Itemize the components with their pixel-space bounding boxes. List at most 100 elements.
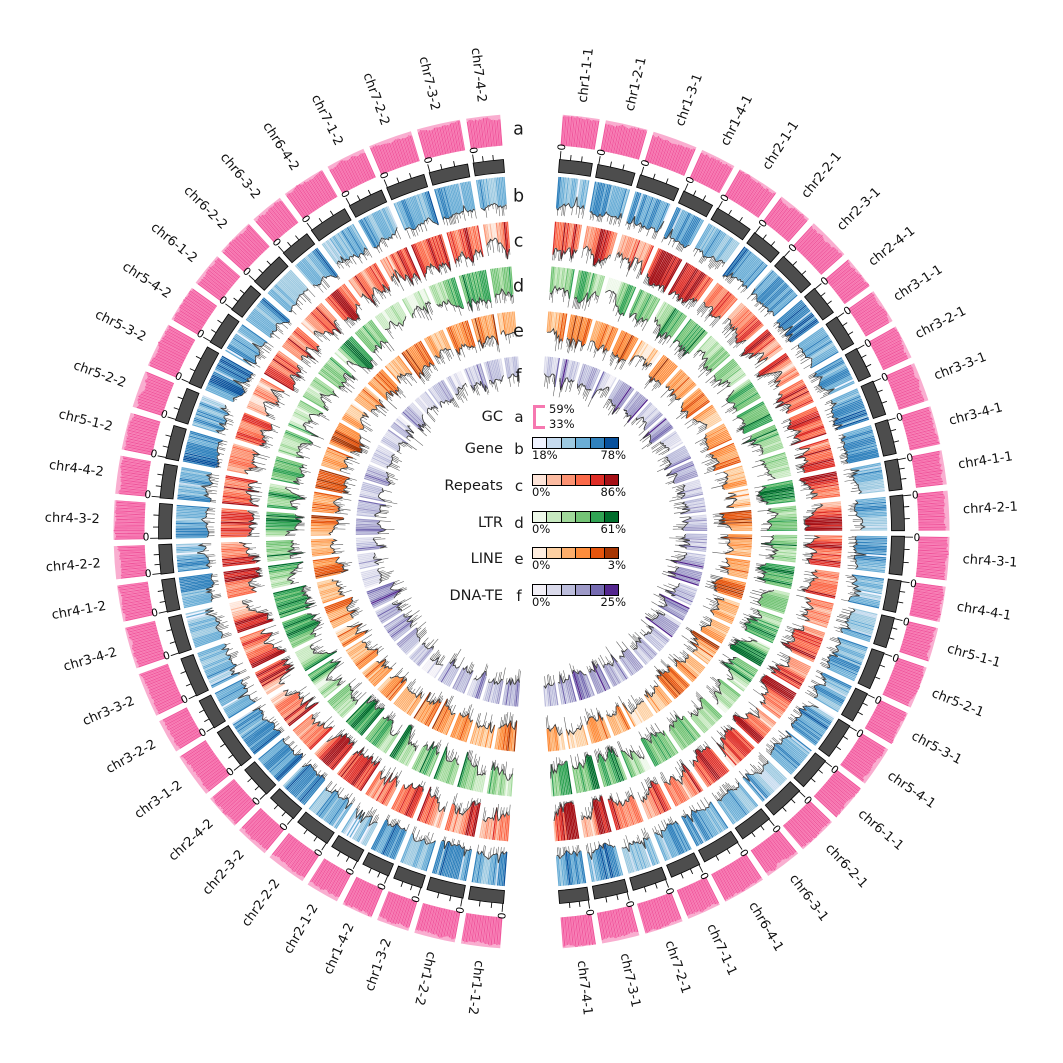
sector-label: chr4-3-2	[45, 511, 100, 528]
track-name: Repeats	[444, 478, 503, 494]
sector-label: chr3-2-2	[104, 737, 159, 777]
sector-label: chr5-4-2	[119, 259, 173, 302]
sector-label: chr1-2-2	[411, 950, 438, 1007]
sector-label: chr1-3-1	[673, 72, 706, 129]
sector-label: chr6-2-2	[180, 183, 230, 232]
track-a-gc	[113, 114, 950, 949]
sector-label: chr7-3-1	[617, 952, 643, 1009]
svg-text:0: 0	[913, 532, 920, 544]
svg-text:0: 0	[639, 158, 652, 168]
sector-label: chr7-3-2	[416, 55, 443, 112]
legend-row-dna-te: DNA-TE f 0% 25%	[441, 583, 626, 609]
sector-label: chr1-2-1	[623, 56, 650, 113]
sector-label: chr7-4-1	[574, 960, 595, 1016]
color-scale: 18% 78%	[532, 436, 626, 462]
svg-text:0: 0	[197, 726, 209, 740]
scale-min: 18%	[532, 448, 558, 462]
track-letter: d	[514, 514, 524, 532]
sector-label: chr6-2-1	[822, 841, 871, 891]
sector-label: chr7-1-2	[308, 92, 346, 148]
sector-label: chr6-4-1	[745, 899, 786, 954]
svg-text:0: 0	[906, 452, 915, 465]
track-name: LTR	[477, 515, 503, 531]
ring-letters: a b c d e f	[513, 120, 524, 387]
svg-text:0: 0	[421, 155, 434, 165]
track-letter: c	[514, 477, 524, 495]
sector-label: chr1-3-2	[363, 937, 395, 994]
ring-letter: f	[515, 367, 522, 387]
sector-label: chr6-4-2	[259, 120, 302, 174]
sector-label: chr5-4-1	[884, 769, 938, 812]
sector-label: chr5-3-1	[909, 729, 965, 768]
ring-letter: b	[513, 187, 524, 207]
svg-text:0: 0	[880, 371, 891, 385]
sector-label: chr3-1-2	[132, 778, 185, 822]
sector-label: chr4-3-1	[962, 552, 1018, 571]
ring-letter: e	[513, 322, 524, 342]
svg-text:0: 0	[338, 188, 352, 200]
svg-text:0: 0	[144, 489, 152, 502]
color-scale-cells	[532, 437, 620, 449]
color-scale: 0% 86%	[532, 473, 626, 499]
svg-text:0: 0	[162, 649, 172, 663]
ring-letter: d	[513, 277, 524, 297]
track-name: DNA-TE	[449, 588, 503, 604]
scale-min: 0%	[532, 522, 551, 536]
color-cell	[560, 511, 577, 523]
color-scale-cells	[532, 547, 620, 559]
scale-min: 0%	[532, 558, 551, 572]
svg-text:0: 0	[862, 337, 874, 351]
legend-row-gc: GC a 59% 33%	[441, 402, 575, 431]
sector-label: chr7-4-2	[468, 47, 489, 103]
track-name: GC	[481, 409, 503, 425]
svg-text:0: 0	[595, 148, 608, 157]
sector-label: chr7-1-1	[703, 922, 739, 978]
svg-text:0: 0	[901, 616, 910, 629]
gc-max: 59%	[549, 402, 575, 417]
sector-label: chr6-1-2	[148, 220, 200, 266]
svg-text:0: 0	[159, 408, 169, 421]
sector-label: chr3-2-1	[913, 304, 969, 342]
sector-label: chr3-1-1	[891, 262, 945, 304]
scale-min: 0%	[532, 485, 551, 499]
color-cell	[603, 474, 620, 486]
track-letter: a	[514, 408, 524, 426]
svg-text:0: 0	[194, 327, 206, 341]
sector-label: chr7-2-2	[359, 71, 392, 128]
color-cell	[575, 511, 591, 523]
scale-max: 3%	[607, 558, 626, 572]
svg-text:0: 0	[344, 866, 358, 878]
svg-text:0: 0	[909, 578, 917, 591]
gc-range: 59% 33%	[533, 402, 575, 431]
track-letter: e	[514, 550, 524, 568]
svg-text:0: 0	[173, 370, 184, 384]
color-cell	[589, 547, 605, 559]
color-cell	[560, 474, 577, 486]
sector-label: chr4-1-1	[957, 449, 1014, 472]
color-cell	[603, 511, 620, 523]
sector-label: chr6-3-2	[217, 150, 263, 202]
color-cell	[575, 547, 591, 559]
color-scale-cells	[532, 511, 620, 523]
gc-bracket-icon	[533, 405, 545, 429]
color-cell	[575, 474, 591, 486]
sector-label: chr1-1-1	[576, 47, 597, 103]
gc-min: 33%	[549, 417, 575, 431]
sector-label: chr2-1-2	[281, 902, 322, 957]
svg-text:0: 0	[466, 146, 479, 154]
sector-label: chr1-4-2	[321, 921, 358, 977]
color-cell	[560, 437, 577, 449]
svg-text:0: 0	[150, 607, 159, 620]
legend-row-repeats: Repeats c 0% 86%	[441, 473, 626, 499]
color-scale-cells	[532, 474, 620, 486]
color-cell	[560, 584, 577, 596]
color-cell	[603, 547, 620, 559]
svg-text:0: 0	[623, 900, 636, 910]
sector-label: chr2-2-2	[239, 876, 283, 929]
sector-label: chr1-4-1	[718, 93, 756, 149]
svg-text:0: 0	[684, 175, 698, 186]
svg-text:0: 0	[718, 192, 732, 204]
track-f-dna-te	[355, 356, 708, 707]
